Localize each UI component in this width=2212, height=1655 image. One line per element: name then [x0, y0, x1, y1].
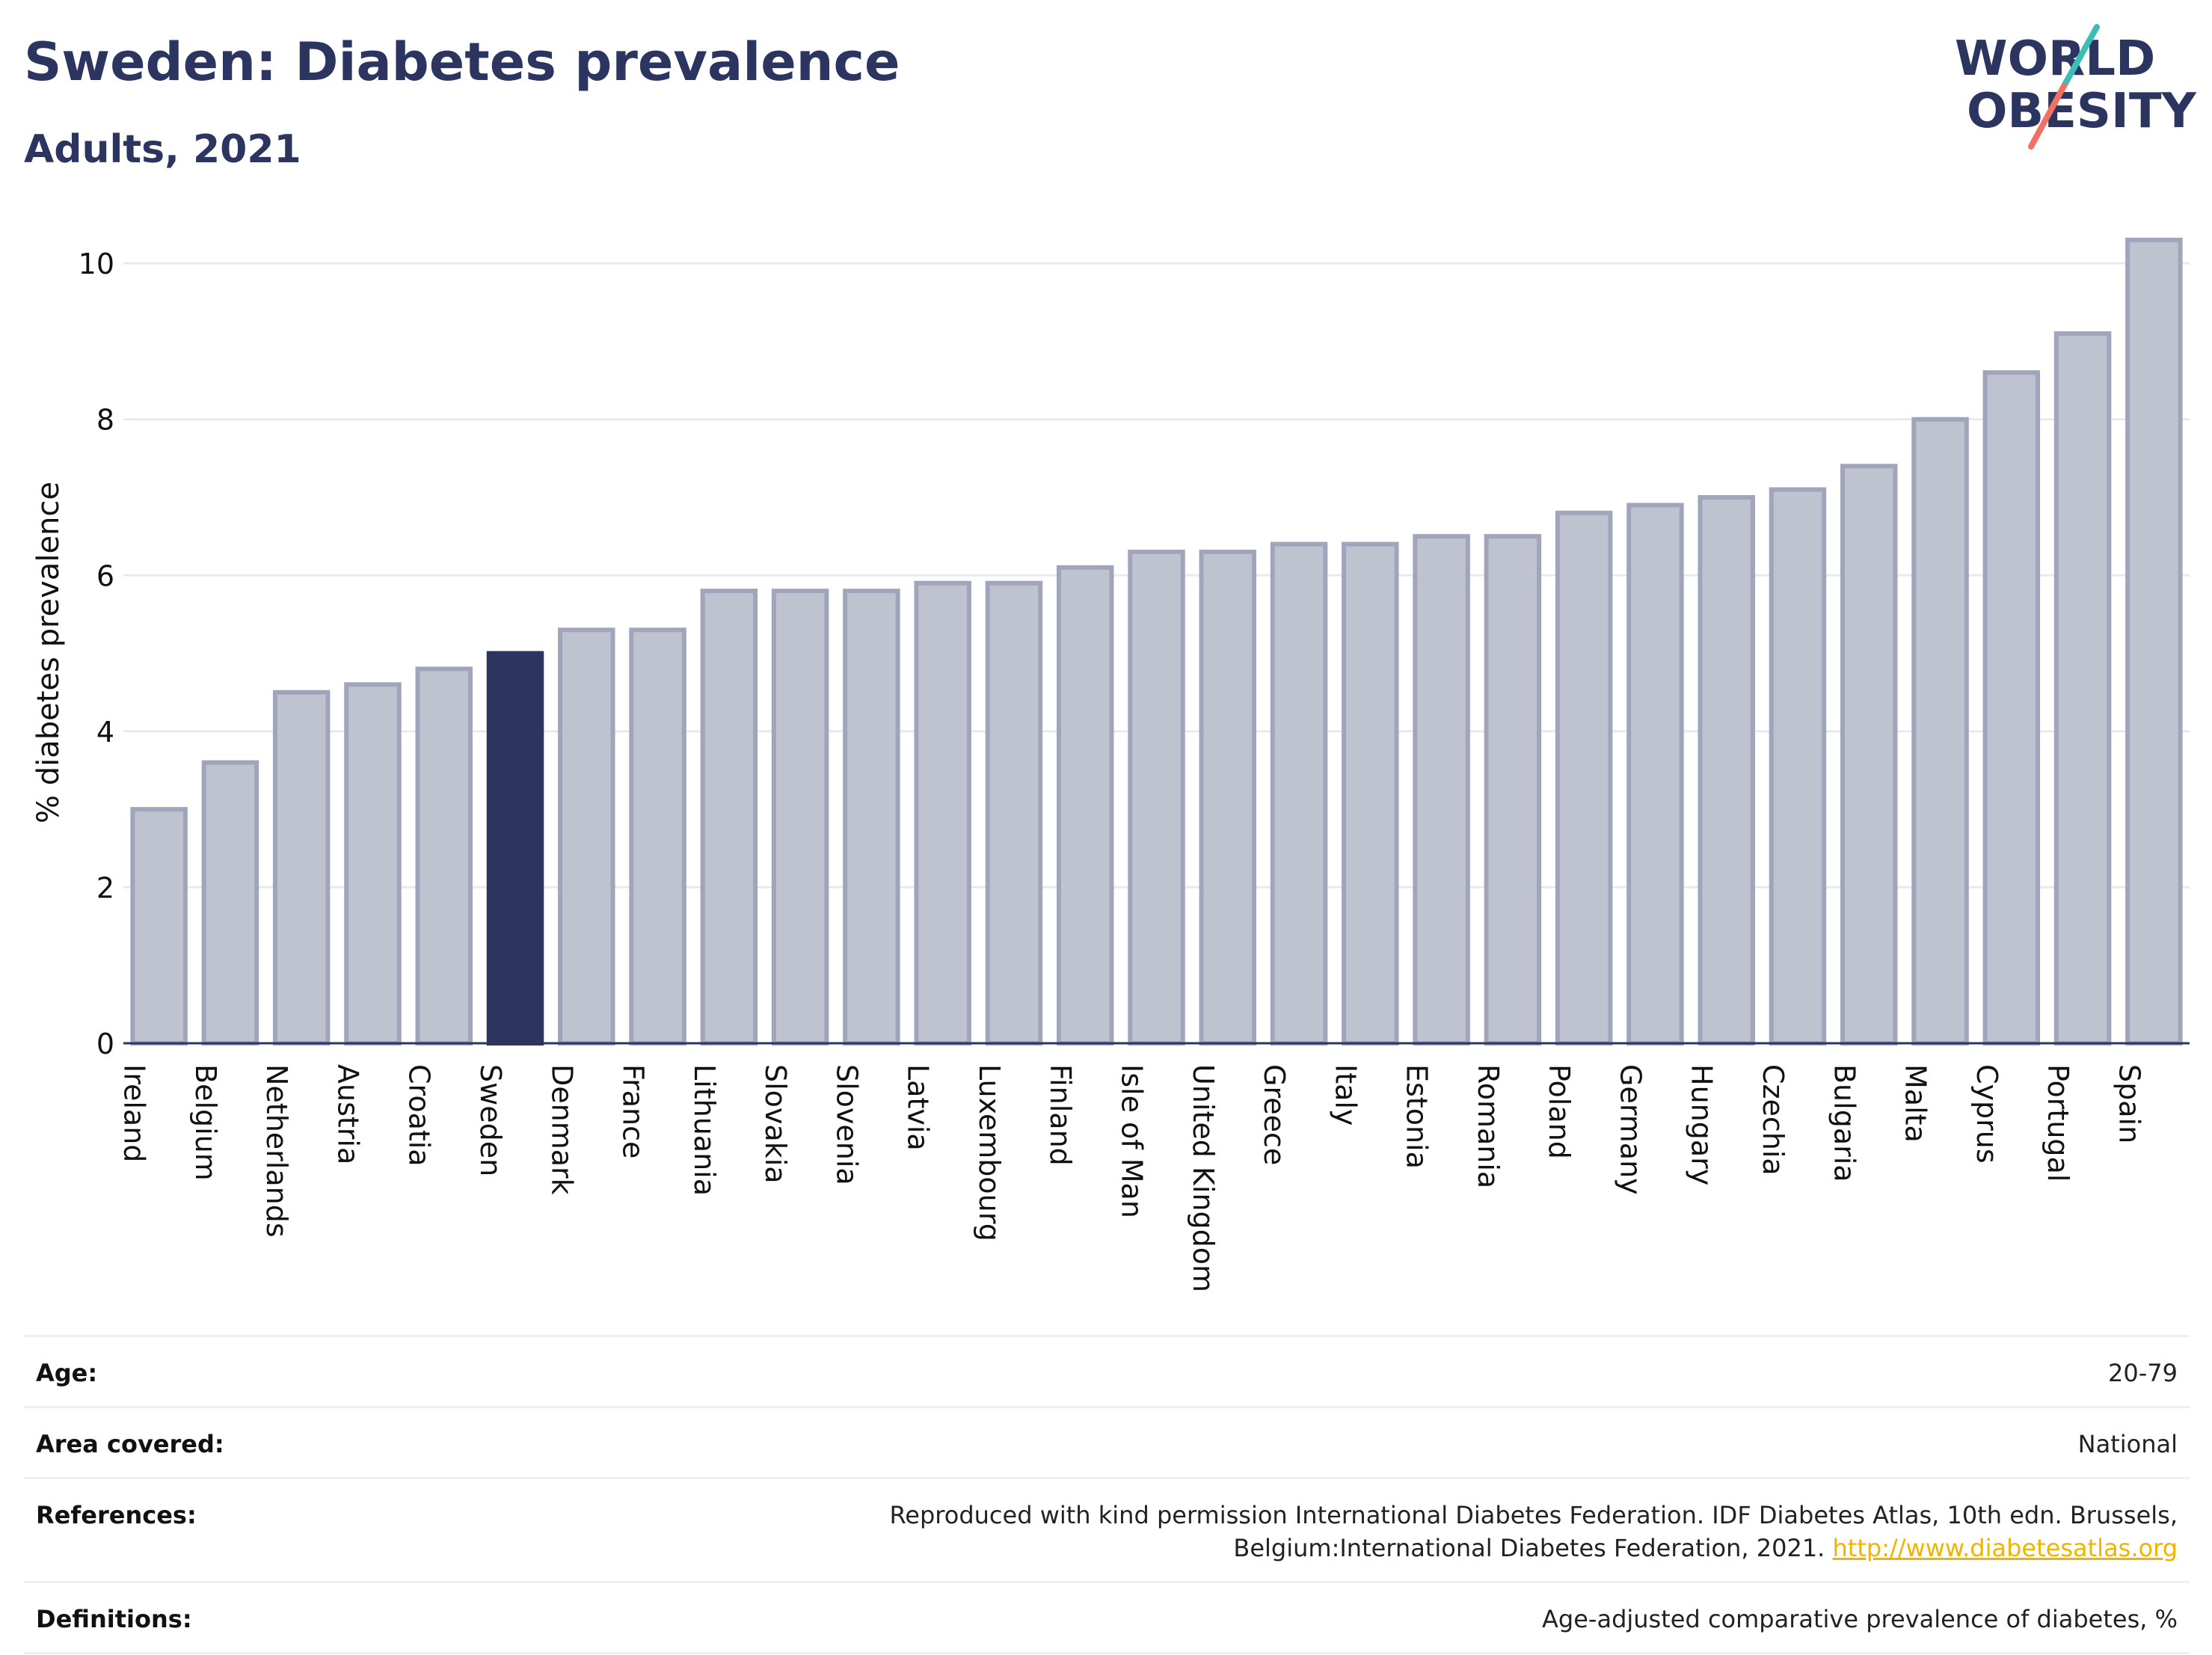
bar-slovakia: [771, 589, 829, 1045]
bar-lithuania: [700, 589, 758, 1045]
y-tick-label: 4: [96, 716, 114, 749]
world-obesity-logo: WORLD OBESITY: [1955, 24, 2196, 150]
x-tick-label: Slovakia: [759, 1064, 792, 1184]
bar-croatia: [415, 666, 473, 1046]
x-tick-label: United Kingdom: [1187, 1064, 1220, 1292]
x-tick-label: Austria: [331, 1064, 364, 1164]
info-label-age: Age:: [36, 1359, 98, 1387]
x-tick-label: Greece: [1258, 1064, 1291, 1165]
bar-hungary: [1698, 495, 1755, 1045]
x-tick-label: Estonia: [1401, 1064, 1434, 1169]
x-tick-label: Poland: [1543, 1064, 1576, 1159]
bar-czechia: [1769, 487, 1827, 1045]
bar-ireland: [130, 807, 188, 1045]
x-tick-label: Lithuania: [688, 1064, 721, 1196]
x-tick-label: Spain: [2113, 1064, 2145, 1143]
bar-luxembourg: [985, 580, 1043, 1045]
x-tick-label: Netherlands: [260, 1064, 293, 1238]
x-tick-label: Croatia: [403, 1064, 436, 1167]
bar-isle-of-man: [1128, 550, 1185, 1045]
info-value-definitions: Age-adjusted comparative prevalence of d…: [1542, 1605, 2178, 1633]
x-tick-label: France: [617, 1064, 650, 1158]
info-label-definitions: Definitions:: [36, 1605, 192, 1633]
bar-austria: [344, 682, 402, 1045]
bar-spain: [2125, 237, 2183, 1045]
x-tick-label: Cyprus: [1970, 1064, 2003, 1164]
x-tick-label: Sweden: [474, 1064, 507, 1176]
info-row-definitions: Definitions: Age-adjusted comparative pr…: [24, 1581, 2190, 1654]
x-tick-label: Luxembourg: [973, 1064, 1006, 1241]
x-tick-label: Latvia: [902, 1064, 935, 1151]
bar-finland: [1056, 565, 1114, 1045]
x-tick-label: Bulgaria: [1828, 1064, 1861, 1182]
logo-slash-top: [2061, 24, 2100, 89]
x-tick-label: Denmark: [545, 1064, 578, 1195]
bar-greece: [1270, 541, 1328, 1045]
bar-slovenia: [843, 589, 900, 1045]
x-tick-label: Romania: [1472, 1064, 1505, 1188]
bar-chart: 0 2 4 6 8 10 Ireland Belgium Netherlands Austria…: [31, 237, 2190, 1292]
bar-united-kingdom: [1199, 550, 1257, 1045]
x-tick-label: Ireland: [118, 1064, 151, 1162]
y-tick-label: 10: [79, 248, 114, 280]
chart-title: Sweden: Diabetes prevalence: [24, 31, 900, 93]
references-link[interactable]: http://www.diabetesatlas.org: [1832, 1534, 2178, 1562]
bar-sweden: [486, 651, 544, 1045]
info-label-area: Area covered:: [36, 1430, 224, 1458]
bars: [130, 237, 2183, 1046]
x-tick-label: Portugal: [2042, 1064, 2074, 1182]
y-tick-label: 0: [96, 1028, 114, 1060]
bar-netherlands: [272, 690, 331, 1045]
bar-belgium: [201, 760, 259, 1045]
bar-denmark: [558, 627, 615, 1045]
y-axis-label: % diabetes prevalence: [31, 482, 66, 823]
bar-malta: [1911, 417, 1969, 1045]
bar-germany: [1626, 503, 1684, 1045]
references-text: Reproduced with kind permission Internat…: [889, 1501, 2178, 1562]
y-tick-label: 2: [96, 871, 114, 904]
x-tick-label: Slovenia: [830, 1064, 863, 1185]
logo-text-world: WORLD: [1955, 31, 2155, 87]
x-tick-label: Finland: [1044, 1064, 1077, 1166]
info-label-references: References:: [36, 1501, 197, 1529]
info-row-references: References: Reproduced with kind permiss…: [24, 1477, 2190, 1581]
bar-italy: [1342, 541, 1399, 1045]
bar-poland: [1555, 510, 1613, 1045]
info-value-age: 20-79: [2108, 1359, 2178, 1387]
bar-portugal: [2053, 331, 2112, 1045]
info-row-age: Age: 20-79: [24, 1335, 2190, 1406]
bar-france: [629, 627, 686, 1045]
bar-latvia: [914, 580, 971, 1045]
bar-estonia: [1413, 534, 1470, 1045]
logo-slash-bottom: [2028, 83, 2067, 150]
info-row-area: Area covered: National: [24, 1406, 2190, 1477]
x-tick-label: Italy: [1329, 1064, 1362, 1126]
y-tick-labels: 0 2 4 6 8 10: [79, 248, 114, 1060]
bar-romania: [1484, 534, 1542, 1045]
y-tick-label: 6: [96, 559, 114, 592]
x-tick-label: Hungary: [1686, 1064, 1718, 1185]
info-table: Age: 20-79 Area covered: National Refere…: [24, 1335, 2190, 1654]
bar-cyprus: [1982, 370, 2041, 1045]
x-tick-label: Germany: [1614, 1064, 1647, 1195]
chart-subtitle: Adults, 2021: [24, 127, 301, 172]
x-tick-label: Belgium: [189, 1064, 222, 1181]
x-tick-label: Czechia: [1757, 1064, 1789, 1176]
info-value-area: National: [2077, 1430, 2178, 1458]
x-tick-labels: Ireland Belgium Netherlands Austria Croatia S…: [118, 1064, 2146, 1292]
y-tick-label: 8: [96, 404, 114, 437]
x-tick-label: Isle of Man: [1116, 1064, 1149, 1218]
x-tick-label: Malta: [1899, 1064, 1932, 1143]
bar-bulgaria: [1840, 464, 1898, 1045]
info-value-references: Reproduced with kind permission Internat…: [645, 1499, 2178, 1565]
logo-text-obesity: OBESITY: [1967, 84, 2196, 139]
